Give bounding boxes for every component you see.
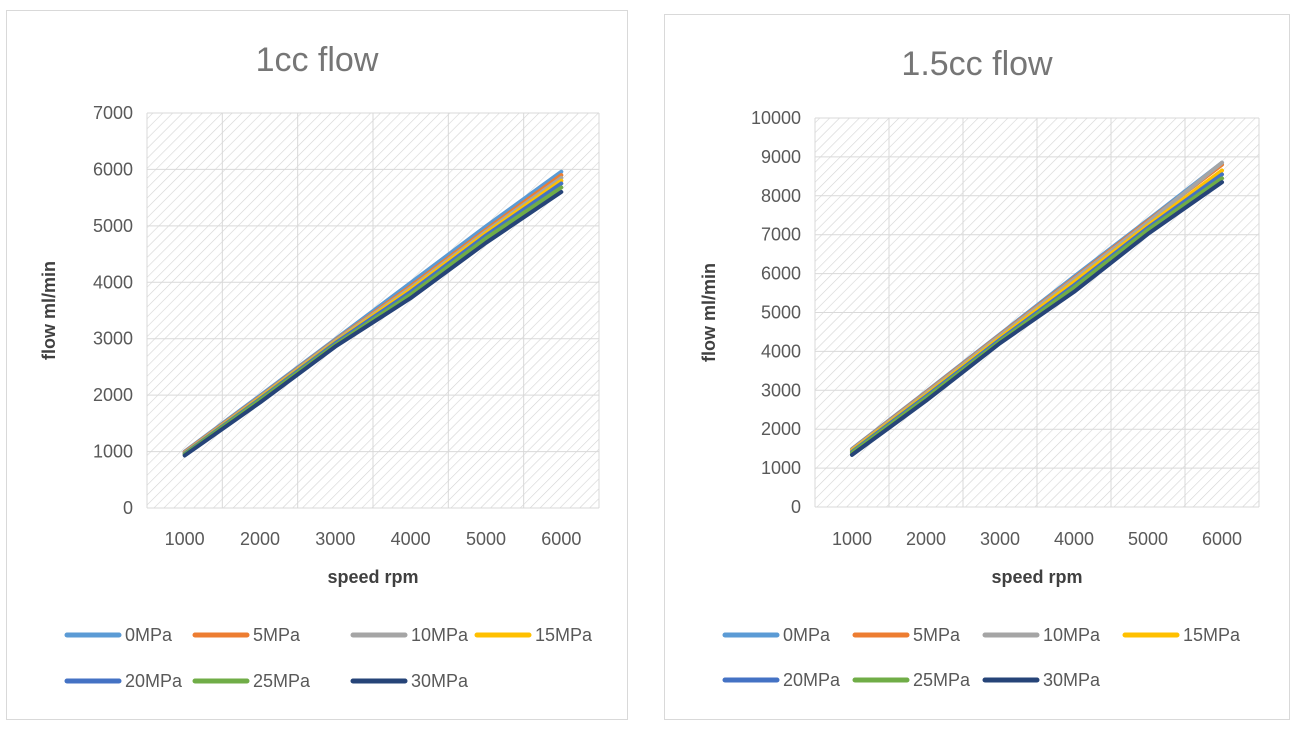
legend-label: 15MPa xyxy=(1183,625,1241,645)
y-tick-label: 10000 xyxy=(751,108,801,128)
legend-label: 30MPa xyxy=(411,671,469,691)
legend-label: 25MPa xyxy=(913,670,971,690)
x-tick-label: 3000 xyxy=(980,529,1020,549)
legend-label: 5MPa xyxy=(913,625,961,645)
chart-title: 1.5cc flow xyxy=(901,45,1053,83)
y-tick-label: 2000 xyxy=(93,385,133,405)
x-tick-label: 4000 xyxy=(391,529,431,549)
series-line-25mpa xyxy=(850,176,1224,455)
x-axis-title: speed rpm xyxy=(991,567,1082,587)
x-axis-title: speed rpm xyxy=(327,567,418,587)
legend-label: 10MPa xyxy=(411,625,469,645)
x-tick-label: 2000 xyxy=(240,529,280,549)
legend-label: 25MPa xyxy=(253,671,311,691)
chart-title: 1cc flow xyxy=(256,41,379,79)
x-tick-label: 6000 xyxy=(541,529,581,549)
legend-label: 0MPa xyxy=(125,625,173,645)
x-tick-label: 1000 xyxy=(832,529,872,549)
y-tick-label: 1000 xyxy=(761,458,801,478)
chart-panel-1cc: 0 1000 2000 3000 4000 5000 6000 7000 1000 2000 300… xyxy=(6,10,628,720)
y-tick-label: 4000 xyxy=(93,272,133,292)
y-tick-label: 5000 xyxy=(93,216,133,236)
y-tick-label: 7000 xyxy=(761,225,801,245)
y-tick-label: 6000 xyxy=(761,264,801,284)
series-line-30mpa xyxy=(182,190,564,458)
y-tick-label: 0 xyxy=(791,497,801,517)
y-tick-label: 3000 xyxy=(761,380,801,400)
y-tick-label: 4000 xyxy=(761,341,801,361)
x-tick-label: 5000 xyxy=(466,529,506,549)
chart-svg-1-5cc: 0 1000 2000 3000 4000 5000 6000 7000 8000 9000 100… xyxy=(699,45,1260,690)
legend-label: 10MPa xyxy=(1043,625,1101,645)
legend-label: 30MPa xyxy=(1043,670,1101,690)
legend-label: 20MPa xyxy=(125,671,183,691)
y-tick-label: 1000 xyxy=(93,442,133,462)
legend-label: 0MPa xyxy=(783,625,831,645)
x-tick-label: 2000 xyxy=(906,529,946,549)
y-tick-label: 0 xyxy=(123,498,133,518)
chart-svg-1cc: 0 1000 2000 3000 4000 5000 6000 7000 1000 2000 300… xyxy=(39,41,600,691)
legend-label: 5MPa xyxy=(253,625,301,645)
y-axis-title: flow ml/min xyxy=(699,263,719,362)
legend-label: 20MPa xyxy=(783,670,841,690)
y-tick-label: 9000 xyxy=(761,147,801,167)
legend-label: 15MPa xyxy=(535,625,593,645)
x-tick-label: 6000 xyxy=(1202,529,1242,549)
series-line-30mpa xyxy=(850,180,1224,457)
y-tick-label: 8000 xyxy=(761,186,801,206)
x-tick-label: 3000 xyxy=(315,529,355,549)
y-tick-label: 6000 xyxy=(93,159,133,179)
y-axis-title: flow ml/min xyxy=(39,261,59,360)
y-tick-label: 3000 xyxy=(93,329,133,349)
x-tick-label: 4000 xyxy=(1054,529,1094,549)
y-tick-label: 2000 xyxy=(761,419,801,439)
y-tick-label: 5000 xyxy=(761,303,801,323)
x-tick-label: 1000 xyxy=(165,529,205,549)
x-tick-label: 5000 xyxy=(1128,529,1168,549)
chart-panel-1-5cc: 0 1000 2000 3000 4000 5000 6000 7000 8000 9000 100… xyxy=(664,14,1290,720)
y-tick-label: 7000 xyxy=(93,103,133,123)
